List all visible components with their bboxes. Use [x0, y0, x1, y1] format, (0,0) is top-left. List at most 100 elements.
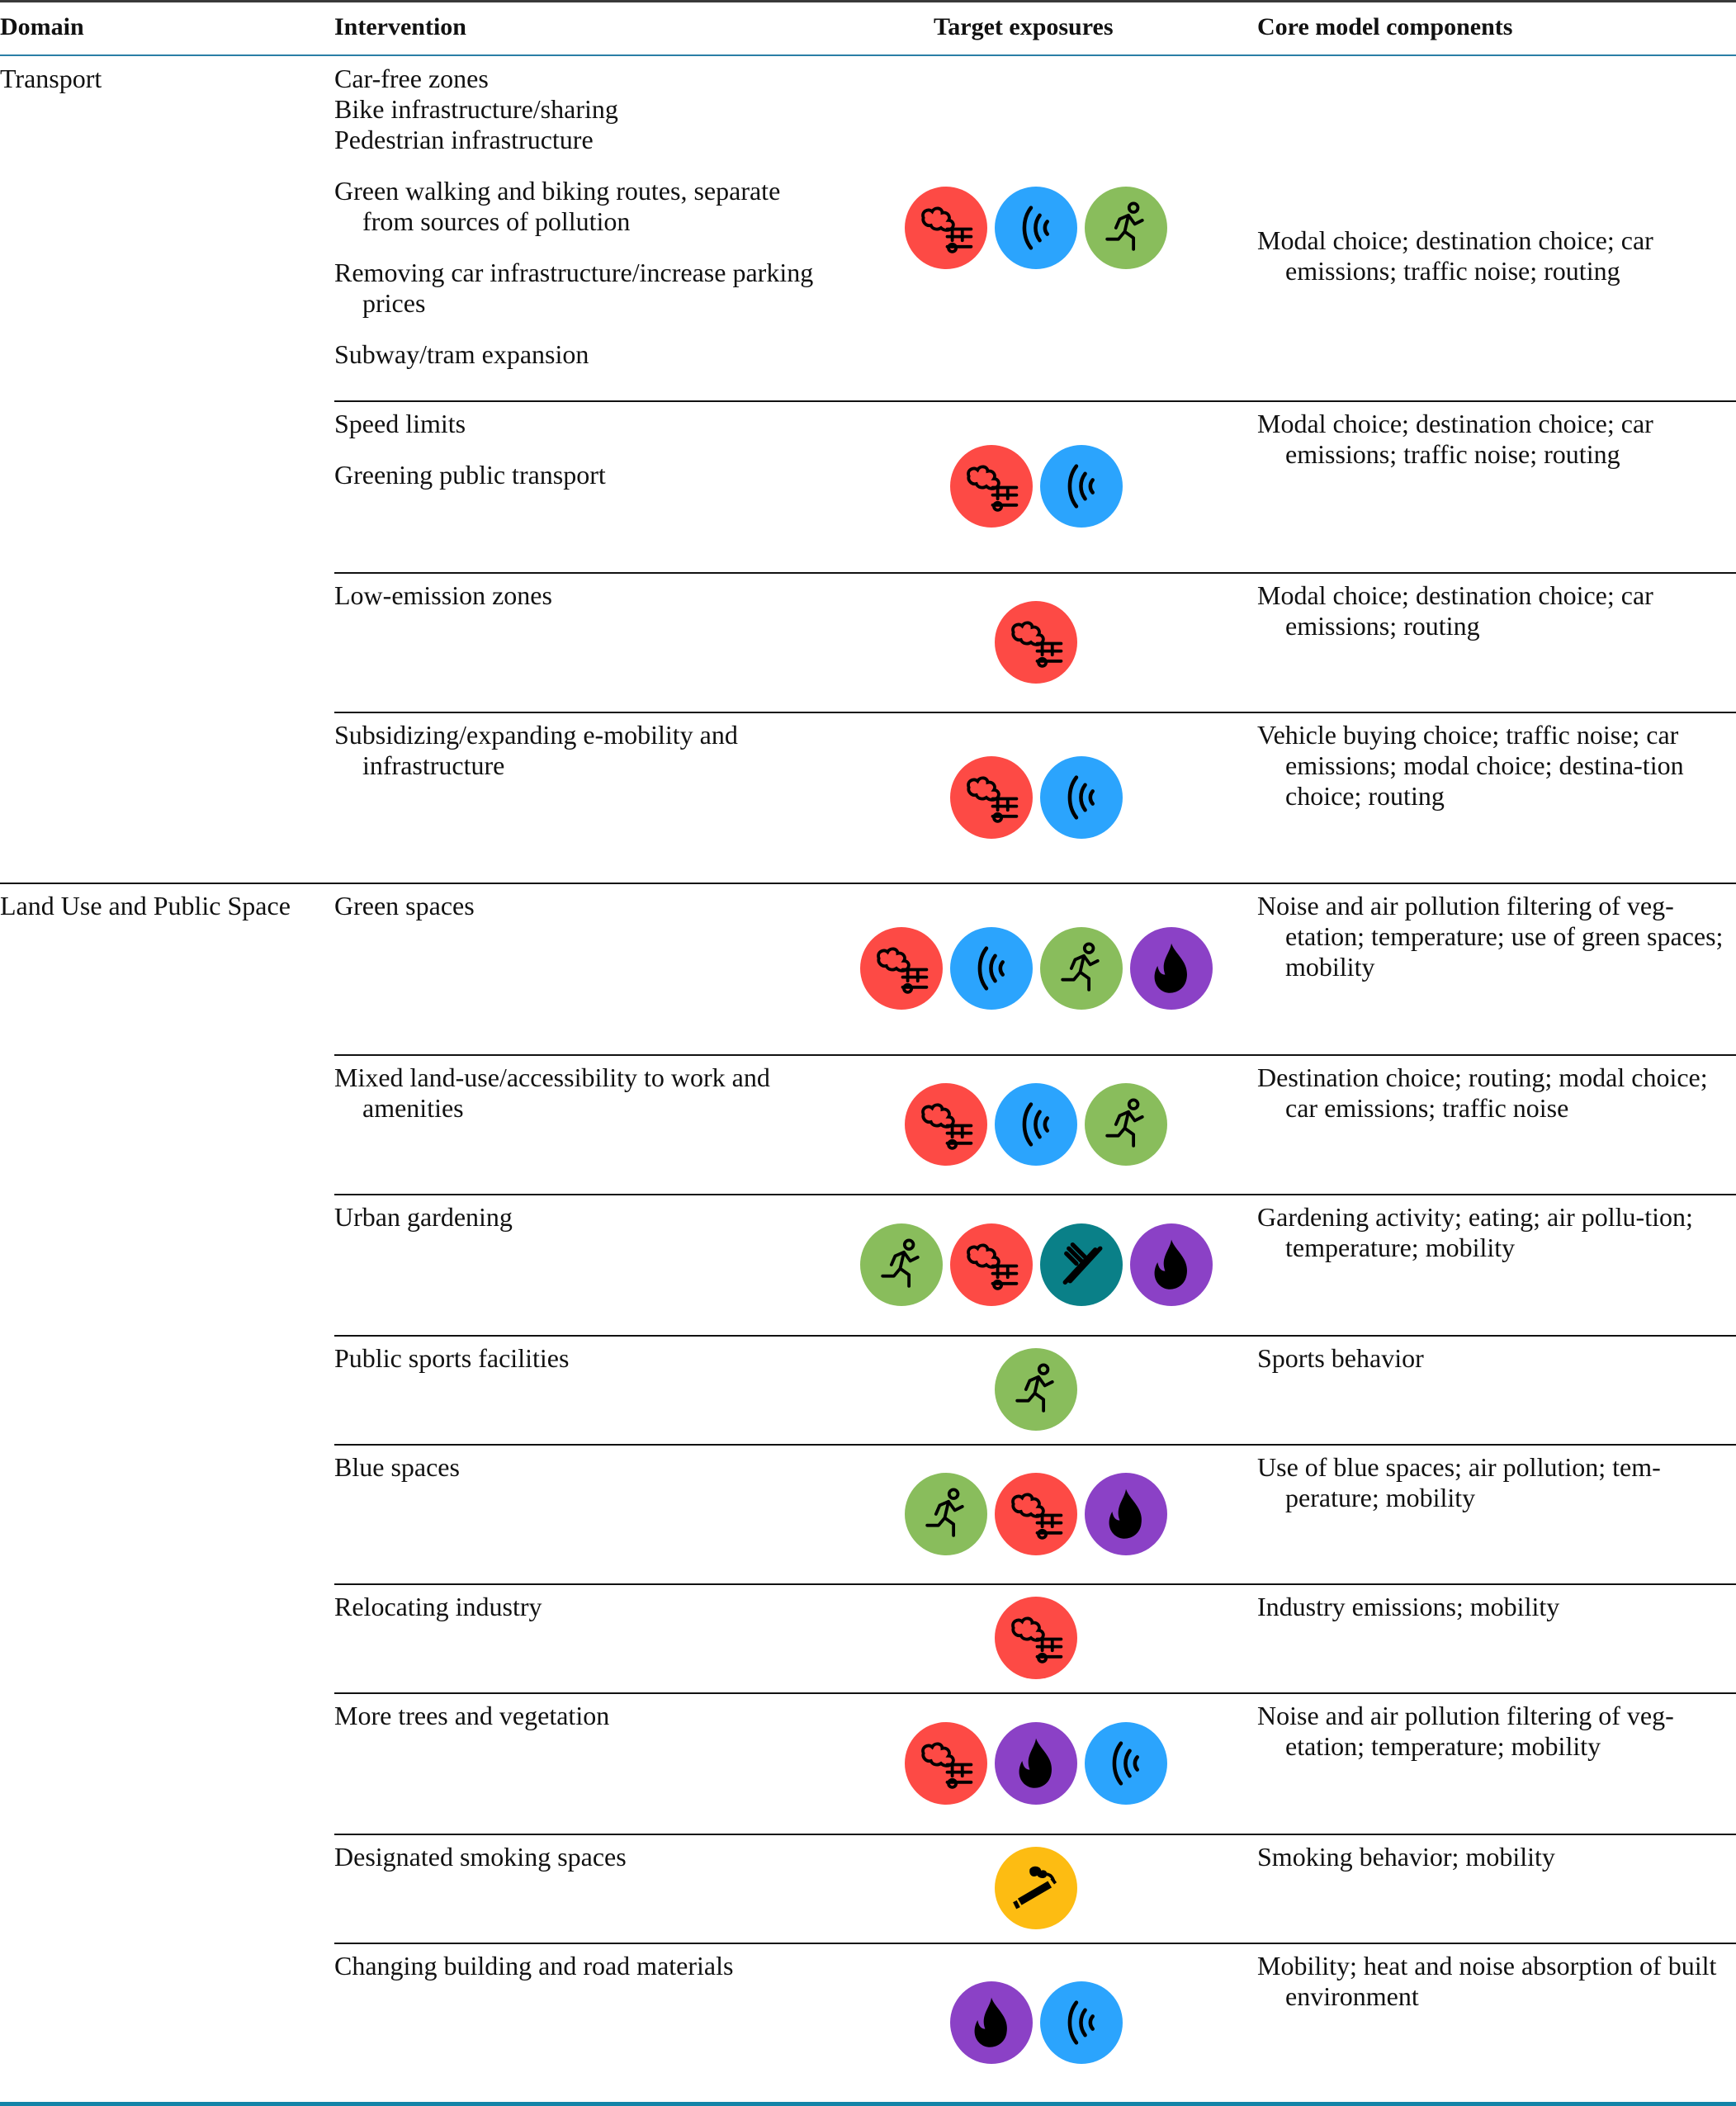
noise-icon [995, 187, 1077, 269]
core-model-components-cell: Gardening activity; eating; air pollu-ti… [1257, 1202, 1736, 1263]
table-row: Blue spaces Use of blue spaces; air pollu… [0, 1444, 1736, 1583]
core-model-components-cell: Vehicle buying choice; traffic noise; ca… [1257, 720, 1736, 812]
table-row: More trees and vegetation Noise and air p… [0, 1692, 1736, 1834]
target-exposures-cell [830, 572, 1242, 712]
intervention-cell: Blue spaces [334, 1452, 830, 1503]
core-components-text: Destination choice; routing; modal choic… [1257, 1062, 1708, 1123]
core-model-components-cell: Mobility; heat and noise absorption of b… [1257, 1951, 1736, 2012]
table-bottom-rule [0, 2102, 1736, 2106]
table-row: Mixed land-use/accessibility to work and… [0, 1054, 1736, 1194]
row-divider [334, 400, 1736, 402]
header-target-exposures: Target exposures [934, 13, 1114, 40]
target-exposures-cell [830, 1692, 1242, 1834]
intervention-cell: Car-free zones Bike infrastructure/sharin… [334, 64, 830, 390]
core-components-text: Mobility; heat and noise absorption of b… [1257, 1951, 1717, 2011]
intervention-group: Low-emission zones [334, 580, 830, 611]
intervention-item: Mixed land-use/accessibility to work and… [334, 1062, 770, 1123]
air-pollution-icon [905, 1082, 987, 1166]
intervention-cell: Low-emission zones [334, 580, 830, 632]
row-divider [334, 1054, 1736, 1056]
air-pollution-icon [995, 600, 1077, 684]
core-model-components-cell: Sports behavior [1257, 1343, 1736, 1374]
core-model-components-cell: Smoking behavior; mobility [1257, 1842, 1736, 1872]
core-model-components-cell: Modal choice; destination choice; car em… [1257, 409, 1736, 470]
intervention-item: Changing building and road materials [334, 1951, 734, 1981]
heat-icon [1129, 927, 1213, 1010]
row-divider [334, 1692, 1736, 1694]
physical-activity-icon [905, 1472, 987, 1555]
core-components-text: Sports behavior [1257, 1343, 1424, 1373]
core-components-text: Gardening activity; eating; air pollu-ti… [1257, 1202, 1693, 1262]
core-components-text: Modal choice; destination choice; car em… [1257, 580, 1653, 641]
target-exposures-cell [830, 883, 1242, 1054]
intervention-group: Subsidizing/expanding e-mobility and inf… [334, 720, 830, 781]
intervention-cell: Mixed land-use/accessibility to work and… [334, 1062, 830, 1144]
intervention-cell: Changing building and road materials [334, 1951, 830, 2002]
intervention-item: Greening public transport [334, 460, 606, 490]
noise-icon [949, 927, 1033, 1010]
noise-icon [1039, 445, 1123, 528]
header-domain: Domain [0, 13, 84, 40]
domain-label: Land Use and Public Space [0, 891, 291, 920]
air-pollution-icon [905, 187, 987, 269]
core-model-components-cell: Industry emissions; mobility [1257, 1592, 1736, 1622]
air-pollution-icon [995, 1597, 1077, 1679]
air-pollution-icon [949, 1223, 1033, 1306]
table-row: Transport Car-free zones Bike infrastructu… [0, 55, 1736, 400]
row-divider [334, 712, 1736, 713]
core-components-text: Vehicle buying choice; traffic noise; ca… [1257, 720, 1684, 811]
intervention-item: Car-free zones [334, 64, 489, 93]
noise-icon [995, 1082, 1077, 1166]
core-components-text: Smoking behavior; mobility [1257, 1842, 1555, 1872]
intervention-group: Public sports facilities [334, 1343, 830, 1374]
diet-icon [1039, 1223, 1123, 1306]
intervention-group: Car-free zones Bike infrastructure/sharin… [334, 64, 830, 155]
row-divider [0, 883, 1736, 884]
table-row: Designated smoking spaces Smoking behavio… [0, 1834, 1736, 1943]
physical-activity-icon [995, 1348, 1077, 1431]
intervention-cell: Public sports facilities [334, 1343, 830, 1394]
intervention-group: Greening public transport [334, 460, 830, 490]
intervention-cell: Urban gardening [334, 1202, 830, 1253]
intervention-cell: More trees and vegetation [334, 1701, 830, 1752]
target-exposures-cell [830, 1943, 1242, 2102]
noise-icon [1039, 755, 1123, 839]
intervention-cell: Designated smoking spaces [334, 1842, 830, 1893]
table-row: Low-emission zones Modal choice; destinat… [0, 572, 1736, 712]
target-exposures-cell [830, 55, 1242, 400]
core-model-components-cell: Noise and air pollution filtering of veg… [1257, 891, 1736, 982]
intervention-group: Removing car infrastructure/increase par… [334, 258, 830, 319]
smoking-icon [995, 1847, 1077, 1929]
noise-icon [1085, 1721, 1167, 1805]
intervention-group: Blue spaces [334, 1452, 830, 1483]
core-components-text: Modal choice; destination choice; car em… [1257, 225, 1653, 286]
air-pollution-icon [949, 445, 1033, 528]
target-exposures-cell [830, 1444, 1242, 1583]
intervention-item: Subway/tram expansion [334, 339, 589, 369]
domain-label: Transport [0, 64, 102, 93]
heat-icon [1129, 1223, 1213, 1306]
intervention-item: Urban gardening [334, 1202, 513, 1232]
target-exposures-cell [830, 1834, 1242, 1943]
intervention-group: Green spaces [334, 891, 830, 921]
intervention-group: More trees and vegetation [334, 1701, 830, 1731]
core-components-text: Noise and air pollution filtering of veg… [1257, 1701, 1674, 1761]
intervention-item: Speed limits [334, 409, 466, 438]
air-pollution-icon [949, 755, 1033, 839]
physical-activity-icon [1085, 187, 1167, 269]
target-exposures-cell [830, 400, 1242, 572]
core-components-text: Use of blue spaces; air pollution; tem-p… [1257, 1452, 1661, 1512]
intervention-item: Pedestrian infrastructure [334, 125, 594, 154]
intervention-item: More trees and vegetation [334, 1701, 610, 1730]
intervention-item: Blue spaces [334, 1452, 460, 1482]
intervention-group: Changing building and road materials [334, 1951, 830, 1981]
intervention-group: Relocating industry [334, 1592, 830, 1622]
intervention-item: Removing car infrastructure/increase par… [334, 258, 814, 318]
core-components-text: Industry emissions; mobility [1257, 1592, 1560, 1621]
core-model-components-cell: Destination choice; routing; modal choic… [1257, 1062, 1736, 1124]
intervention-cell: Subsidizing/expanding e-mobility and inf… [334, 720, 830, 802]
target-exposures-cell [830, 1335, 1242, 1444]
core-model-components-cell: Modal choice; destination choice; car em… [1257, 580, 1736, 641]
intervention-item: Bike infrastructure/sharing [334, 94, 618, 124]
row-divider [334, 1444, 1736, 1446]
